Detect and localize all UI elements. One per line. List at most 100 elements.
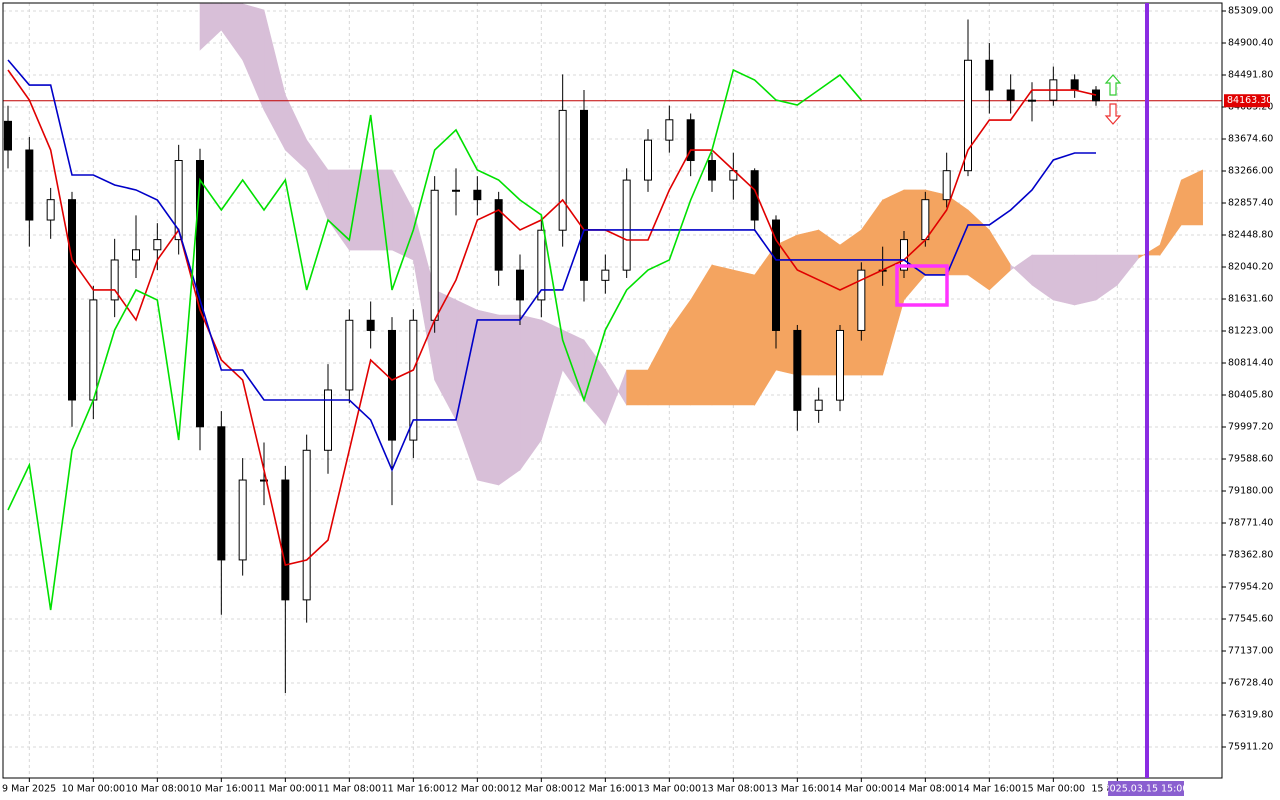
candle-body: [537, 229, 546, 301]
candle-body: [260, 479, 268, 482]
ichimoku-cloud: [711, 264, 734, 406]
y-tick-label: 82857.40: [1228, 198, 1273, 209]
candle-body: [985, 59, 994, 91]
candle-body: [814, 399, 823, 411]
indicator-line: [7, 68, 862, 611]
ichimoku-cloud: [626, 369, 649, 406]
x-tick-label: 14 Mar 08:00: [894, 784, 957, 795]
candle-body: [516, 269, 524, 301]
candle-body: [46, 199, 55, 221]
y-tick-label: 82040.20: [1228, 262, 1273, 273]
x-tick-label: 15 Mar 00:00: [1022, 784, 1085, 795]
plot-area: [3, 3, 1222, 694]
candle-body: [772, 219, 780, 331]
candle-body: [708, 160, 716, 181]
candle-body: [324, 389, 332, 451]
y-tick-label: 78771.40: [1228, 518, 1273, 529]
axes: 85309.0084900.4084491.8084083.2083674.60…: [2, 6, 1273, 795]
candle-body: [1092, 89, 1100, 102]
y-tick-label: 77954.20: [1228, 582, 1273, 593]
x-tick-label: 10 Mar 00:00: [62, 784, 125, 795]
candle-body: [622, 179, 631, 271]
x-tick-label: 15 M: [1091, 784, 1114, 795]
highlight-box: [895, 264, 949, 307]
y-tick-label: 76728.40: [1228, 678, 1273, 689]
candle-body: [494, 199, 503, 271]
candle-body: [217, 426, 226, 561]
candle-body: [25, 149, 34, 221]
ichimoku-cloud: [370, 169, 393, 251]
candle-body: [1070, 79, 1079, 91]
candle-body: [302, 449, 311, 601]
ichimoku-cloud: [1053, 254, 1075, 306]
y-tick-label: 79997.20: [1228, 422, 1273, 433]
candle-body: [110, 259, 119, 301]
ichimoku-cloud: [1074, 254, 1097, 306]
y-tick-label: 83674.60: [1228, 134, 1273, 145]
candle-body: [452, 189, 460, 192]
y-tick-label: 75911.20: [1228, 742, 1273, 753]
y-tick-label: 76319.80: [1228, 710, 1273, 721]
ichimoku-cloud: [498, 314, 521, 486]
y-tick-label: 77137.00: [1228, 646, 1273, 657]
candle-body: [580, 109, 588, 281]
x-tick-label: 12 Mar 08:00: [510, 784, 573, 795]
candle-body: [238, 479, 247, 561]
candle-body: [836, 329, 844, 401]
x-tick-label: 14 Mar 00:00: [830, 784, 893, 795]
x-tick-label: 12 Mar 16:00: [574, 784, 637, 795]
x-tick-label: 12 Mar 00:00: [446, 784, 509, 795]
candle-body: [345, 319, 354, 391]
time-marker-label-bg: [1108, 781, 1184, 796]
candle-body: [857, 269, 866, 331]
ichimoku-cloud: [1181, 169, 1203, 226]
ichimoku-cloud: [733, 269, 755, 406]
y-tick-label: 84900.40: [1228, 38, 1273, 49]
candle-body: [1006, 89, 1015, 101]
x-tick-label: 13 Mar 16:00: [766, 784, 829, 795]
candle-body: [793, 329, 802, 411]
candle-body: [4, 120, 12, 151]
y-tick-label: 83266.00: [1228, 166, 1273, 177]
y-tick-label: 78362.80: [1228, 550, 1273, 561]
candle-body: [430, 189, 439, 321]
y-tick-label: 80814.40: [1228, 358, 1273, 369]
candle-body: [473, 189, 482, 201]
x-tick-label: 13 Mar 00:00: [638, 784, 701, 795]
candle-body: [409, 319, 418, 441]
candle-body: [196, 160, 204, 428]
x-tick-label: 11 Mar 16:00: [382, 784, 445, 795]
candle-body: [153, 239, 162, 251]
candle-body: [174, 160, 183, 241]
candle-body: [281, 479, 290, 601]
candle-body: [900, 239, 908, 271]
plot-frame: [2, 2, 1223, 779]
sell-arrow: [1104, 103, 1122, 125]
indicator-line: [7, 69, 1097, 566]
ichimoku-cloud: [477, 309, 499, 486]
y-tick-label: 79588.60: [1228, 454, 1273, 465]
candle-body: [68, 199, 76, 401]
candle-body: [366, 319, 375, 331]
candle-body: [1028, 99, 1036, 102]
x-tick-label: 11 Mar 08:00: [318, 784, 381, 795]
y-tick-label: 81223.00: [1228, 326, 1273, 337]
buy-arrow: [1104, 74, 1122, 96]
x-tick-label: 11 Mar 00:00: [254, 784, 317, 795]
candle-body: [665, 119, 674, 141]
x-tick-label: 10 Mar 08:00: [126, 784, 189, 795]
candle-body: [132, 249, 140, 261]
candle-body: [964, 59, 972, 172]
y-tick-label: 84491.80: [1228, 70, 1273, 81]
candle-body: [558, 109, 567, 231]
candle-body: [686, 119, 695, 162]
candle-body: [644, 139, 652, 181]
y-tick-label: 81631.60: [1228, 294, 1273, 305]
y-tick-label: 77545.60: [1228, 614, 1273, 625]
time-marker-label: 2025.03.15 15:00: [1104, 784, 1189, 795]
current-price-label: 84163.30: [1227, 95, 1272, 106]
candle-body: [942, 170, 951, 201]
x-tick-label: 10 Mar 16:00: [190, 784, 253, 795]
candle-body: [601, 269, 610, 281]
